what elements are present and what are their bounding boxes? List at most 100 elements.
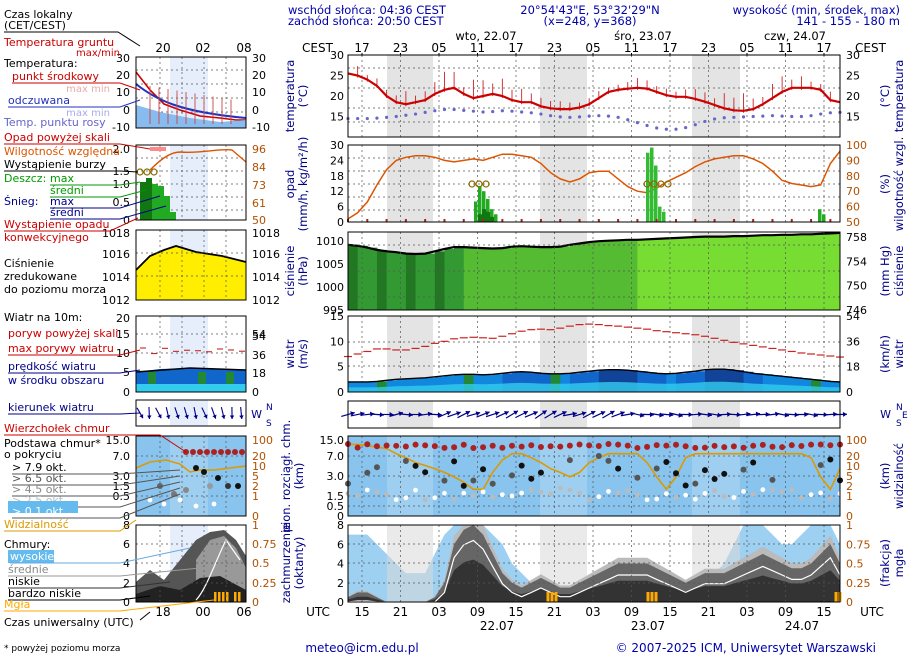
cloud-top-dot xyxy=(692,444,699,451)
pressure-fill xyxy=(348,244,359,310)
wind-speed-fill xyxy=(637,371,648,392)
legend-arrow-head xyxy=(184,414,189,419)
legend-pres-tick-r: 1016 xyxy=(252,248,280,261)
legend-fog-tick: 0.25 xyxy=(252,577,277,590)
convective-tick xyxy=(462,219,465,222)
wind-speed-fill xyxy=(782,376,793,392)
legend-prec-tick: 0 xyxy=(123,214,130,227)
dew-point-dot xyxy=(712,117,717,121)
legend-temp-tick-r: -10 xyxy=(252,121,270,134)
legend-cover-tick: 2 xyxy=(123,577,130,590)
pressure-fill xyxy=(598,241,609,310)
legend-pres-tick: 1012 xyxy=(102,294,130,307)
precip-bar xyxy=(662,211,666,222)
cloud-ytick: 0.5 xyxy=(327,500,345,513)
legend-precip-bar xyxy=(152,184,158,220)
temperature-line xyxy=(347,72,841,112)
dew-point-dot xyxy=(655,126,659,130)
legend-top-tick: 20 xyxy=(155,41,170,55)
cloud-base-dot-low xyxy=(808,492,814,498)
legend-wind-arrow xyxy=(211,407,217,419)
pressure-r-unit: (mm Hg) xyxy=(878,246,892,297)
legend-pres-tick-r: 1014 xyxy=(252,271,280,284)
legend-wind-kmh: 36 xyxy=(252,349,266,362)
wind-speed-fill xyxy=(569,373,581,392)
cloud-base-dot-low xyxy=(538,489,544,495)
legend-okt: > 0.1 okt. xyxy=(12,505,67,518)
legend-pressure3: do poziomu morza xyxy=(4,283,106,296)
wind-arrow xyxy=(572,411,587,418)
cloud-base-dot xyxy=(740,466,747,473)
legend-pointer-vlow xyxy=(8,595,151,601)
pressure-fill xyxy=(415,254,426,310)
wind-speed-fill xyxy=(762,374,773,392)
legend-wind-line xyxy=(135,367,247,373)
cloud-top-dot xyxy=(518,443,525,450)
legend-high: wysokie xyxy=(10,550,54,563)
legend-arrow-head xyxy=(166,414,171,419)
wind-speed-fill xyxy=(492,374,503,392)
legend-arrow-head xyxy=(229,415,235,419)
legend-wind-arrow xyxy=(155,407,162,419)
dew-point-dot xyxy=(722,116,726,120)
top-time-tick: 23 xyxy=(393,41,408,55)
cloud-ytick: 15.0 xyxy=(320,434,345,447)
top-time-tick: 11 xyxy=(624,41,639,55)
very-low-cloud-area xyxy=(348,559,840,602)
cover-ytick: 0 xyxy=(337,596,344,609)
convective-tick xyxy=(675,219,677,222)
cloud-base-dot xyxy=(653,465,660,472)
dew-point-dot xyxy=(597,114,601,118)
dew-point-dot xyxy=(548,114,553,118)
temp-ytick: 25 xyxy=(330,70,344,83)
dew-point-dot xyxy=(664,127,668,131)
dew-point-dot xyxy=(413,112,418,116)
cloud-base-dot-low xyxy=(499,492,505,498)
legend-bottom-tick: 00 xyxy=(195,605,210,619)
cloud-base-dot-low xyxy=(750,491,756,497)
legend-cloud-top-dot xyxy=(225,449,231,455)
wind-speed-fill xyxy=(695,371,706,392)
wind-arrow-head xyxy=(561,410,567,416)
cloud-base-dot-low xyxy=(615,490,621,496)
wind-arrow xyxy=(524,411,538,418)
pressure-fill xyxy=(820,233,831,310)
legend-arrow-head xyxy=(157,414,162,419)
convective-tick xyxy=(713,219,716,222)
wind-arrow-head xyxy=(456,411,461,416)
cloud-top-dot xyxy=(605,441,612,448)
pressure-fill xyxy=(608,240,619,310)
cloud-base-dot xyxy=(682,482,689,489)
pressure-fill xyxy=(463,247,474,310)
pressure-fill xyxy=(656,238,667,310)
cloud-base-dot-low xyxy=(480,489,486,495)
temp-night-band xyxy=(387,55,433,137)
cloud-base-dot-low xyxy=(577,490,582,496)
top-time-tick: 23 xyxy=(701,41,716,55)
bottom-time-tick: 21 xyxy=(701,605,716,619)
cloud-base-dot xyxy=(470,477,477,484)
bottom-time-tick: 15 xyxy=(508,605,523,619)
visibility-ytick: 5 xyxy=(846,470,853,483)
wind-speed-fill xyxy=(743,371,754,392)
wind-arrow xyxy=(466,411,481,418)
cloud-ytick: 3.0 xyxy=(327,470,345,483)
cloud-base-dot-low xyxy=(384,492,389,497)
legend-feels-maxmin: max min xyxy=(66,108,110,119)
cloud-top-dot xyxy=(615,441,622,448)
pressure-fill xyxy=(724,236,735,310)
wind-speed-fill xyxy=(483,374,494,392)
top-time-tick: 05 xyxy=(739,41,754,55)
cloud-top-dot xyxy=(817,441,824,448)
cov-frame xyxy=(347,524,841,603)
legend-hum-tick: 73 xyxy=(252,179,266,192)
visibility-ytick: 100 xyxy=(846,434,867,447)
dew-point-dot xyxy=(645,123,649,128)
cloud-base-dot xyxy=(518,462,525,469)
temp-ytick-right: 30 xyxy=(846,49,860,62)
cloud-base-dot-low xyxy=(490,494,496,500)
pressure-fill xyxy=(550,247,561,310)
bottom-time-tick: 03 xyxy=(431,605,446,619)
cloud-base-dot xyxy=(537,469,544,476)
precip-bar xyxy=(482,191,486,222)
